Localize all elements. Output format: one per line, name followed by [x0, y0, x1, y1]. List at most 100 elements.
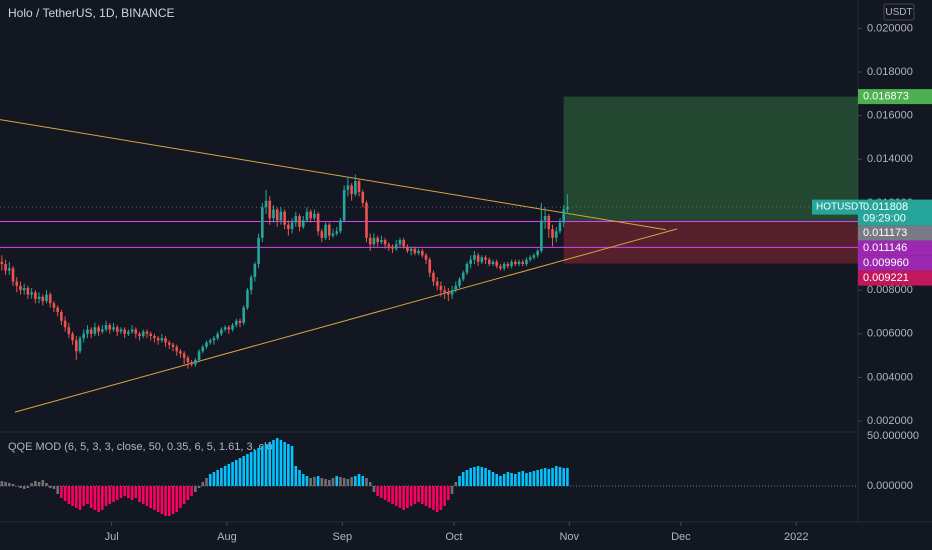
indicator-bar — [305, 476, 309, 486]
candle-body — [450, 290, 454, 295]
indicator-bar — [551, 468, 554, 486]
price-label: 0.009221 — [863, 272, 909, 284]
candle-body — [67, 327, 71, 334]
indicator-bar — [495, 474, 499, 486]
candle-body — [398, 240, 402, 245]
indicator-bar — [22, 486, 26, 489]
candle-body — [298, 216, 301, 227]
indicator-bar — [123, 486, 126, 496]
candle-body — [56, 307, 59, 312]
candle-body — [82, 333, 86, 339]
candle-body — [279, 211, 283, 221]
indicator-bar — [294, 466, 298, 486]
indicator-bar — [4, 482, 7, 486]
indicator-bar — [443, 486, 446, 506]
candle-body — [167, 342, 171, 345]
symbol-label: HOTUSDT — [816, 202, 864, 213]
candle-body — [543, 216, 547, 221]
price-label: 0.011808 — [863, 201, 908, 213]
price-label-box — [858, 225, 932, 241]
indicator-bar — [63, 486, 67, 501]
indicator-bar — [532, 471, 536, 486]
candle-body — [320, 231, 324, 238]
candle-body — [372, 237, 376, 245]
price-label: 0.011146 — [863, 242, 907, 254]
candle-body — [63, 320, 67, 328]
indicator-bar — [320, 478, 324, 486]
indicator-bar — [93, 486, 97, 510]
candle-body — [458, 279, 461, 286]
candle-body — [205, 342, 208, 347]
candle-body — [517, 261, 521, 264]
indicator-bar — [547, 469, 551, 486]
candle-body — [48, 294, 52, 304]
currency-box[interactable] — [883, 3, 915, 21]
candle-body — [15, 281, 19, 286]
candle-body — [220, 329, 223, 334]
candle-body — [242, 307, 246, 323]
symbol-box — [812, 199, 858, 215]
indicator-bar — [275, 438, 279, 486]
candle-body — [346, 185, 350, 190]
candle-body — [447, 292, 450, 295]
indicator-bar — [298, 470, 301, 486]
currency[interactable]: USDT — [885, 7, 912, 18]
indicator-bar — [7, 483, 11, 486]
indicator-bar — [439, 486, 443, 510]
candle-body — [406, 246, 409, 251]
indicator-bar — [115, 486, 119, 500]
indicator-bar — [261, 446, 264, 486]
candle-body — [223, 327, 227, 330]
candle-body — [301, 220, 305, 227]
candle-body — [19, 285, 22, 291]
indicator-bar — [231, 462, 234, 486]
indicator-bar — [287, 444, 290, 486]
candle-body — [149, 333, 152, 336]
candle-body — [469, 259, 472, 264]
candle-body — [439, 285, 443, 291]
candle-body — [52, 303, 56, 308]
candle-body — [536, 250, 539, 256]
indicator-bar — [164, 486, 167, 516]
candle-body — [112, 327, 115, 330]
candle-body — [26, 288, 30, 295]
indicator-bar — [190, 486, 193, 496]
candle-body — [413, 248, 417, 254]
indicator-bar — [19, 486, 22, 488]
candle-body — [432, 272, 435, 282]
price-label-box — [858, 270, 932, 286]
indicator-bar — [461, 472, 465, 486]
indicator-bar — [149, 486, 152, 508]
candle-body — [313, 213, 316, 219]
indicator-bar — [234, 460, 238, 486]
candle-body — [394, 244, 398, 249]
candle-body — [487, 259, 491, 264]
indicator-bar — [97, 486, 100, 512]
indicator-bar — [309, 478, 312, 486]
indicator-bar — [324, 479, 327, 486]
candle-body — [253, 264, 257, 278]
y-tick-label: 0.006000 — [867, 328, 913, 340]
indicator-bar — [175, 486, 179, 512]
candle-body — [4, 264, 7, 271]
candle-body — [153, 336, 156, 339]
candle-body — [231, 325, 234, 330]
candle-body — [339, 220, 342, 232]
x-tick-label: Oct — [445, 531, 462, 543]
indicator-bar — [406, 486, 409, 508]
candle-body — [138, 333, 141, 336]
candle-body — [93, 327, 97, 334]
indicator-bar — [11, 484, 15, 486]
x-tick-label: Nov — [559, 531, 579, 543]
candle-body — [141, 331, 145, 336]
candle-body — [357, 181, 361, 192]
indicator-bar — [316, 476, 320, 486]
indicator-bar — [268, 442, 272, 486]
candle-body — [495, 261, 499, 267]
candle-body — [480, 257, 484, 262]
indicator-bar — [290, 446, 294, 486]
indicator-bar — [227, 464, 231, 486]
candle-body — [465, 264, 469, 273]
candle-body — [164, 338, 167, 343]
indicator-bar — [246, 454, 249, 486]
